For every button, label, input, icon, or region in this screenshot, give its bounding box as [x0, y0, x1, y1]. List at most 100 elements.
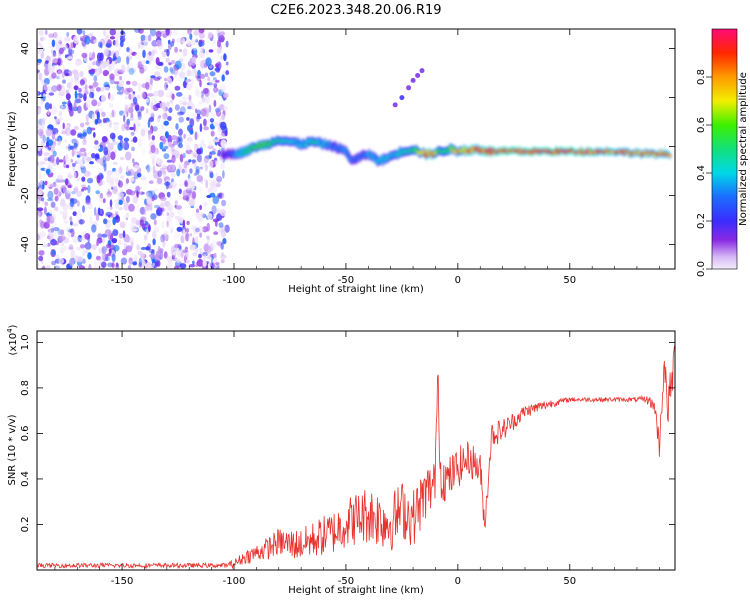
noise-blob: [222, 238, 227, 245]
noise-blob: [192, 252, 198, 257]
noise-blob: [166, 191, 171, 198]
noise-blob: [87, 65, 93, 70]
noise-blob: [51, 72, 57, 79]
noise-blob: [153, 77, 161, 81]
noise-blob: [213, 139, 220, 143]
noise-blob: [105, 43, 112, 48]
noise-blob: [65, 93, 71, 101]
noise-blob: [102, 180, 105, 185]
noise-blob: [119, 138, 124, 148]
noise-blob: [133, 123, 136, 132]
noise-blob: [174, 200, 178, 205]
noise-blob: [90, 72, 94, 77]
noise-blob: [67, 143, 71, 152]
noise-blob: [201, 96, 205, 103]
noise-blob: [166, 159, 173, 163]
noise-blob: [67, 158, 74, 167]
noise-blob: [109, 73, 115, 80]
noise-blob: [222, 170, 225, 179]
noise-blob: [93, 207, 97, 216]
noise-blob: [126, 68, 130, 72]
noise-blob: [56, 69, 63, 75]
noise-blob: [66, 82, 71, 89]
noise-blob: [149, 77, 153, 85]
noise-blob: [54, 206, 59, 212]
noise-blob: [220, 84, 227, 93]
noise-blob: [215, 262, 220, 266]
spectrogram-frame: [36, 28, 676, 270]
noise-blob: [189, 33, 193, 40]
noise-blob: [142, 261, 148, 269]
noise-blob: [37, 222, 41, 228]
noise-blob: [52, 58, 59, 66]
noise-blob: [123, 215, 129, 219]
noise-blob: [123, 137, 130, 142]
noise-blob: [182, 229, 186, 238]
noise-blob: [182, 189, 189, 198]
noise-blob: [119, 221, 126, 229]
noise-blob: [60, 246, 64, 254]
noise-blob: [168, 107, 173, 113]
noise-blob: [55, 42, 61, 52]
figure-title: C2E6.2023.348.20.06.R19: [270, 3, 441, 18]
noise-blob: [56, 57, 63, 67]
noise-blob: [41, 197, 45, 202]
noise-blob: [82, 129, 87, 138]
noise-blob: [68, 244, 74, 250]
noise-blob: [175, 123, 179, 130]
noise-blob: [95, 255, 101, 261]
noise-blob: [130, 67, 137, 73]
noise-blob: [178, 111, 185, 115]
noise-blob: [176, 168, 181, 177]
noise-blob: [165, 92, 170, 99]
y-tick-label: 1.0: [20, 334, 31, 350]
noise-blob: [43, 206, 47, 215]
noise-blob: [178, 188, 182, 195]
noise-blob: [61, 101, 67, 105]
x-tick-label: -150: [111, 576, 134, 587]
noise-blob: [215, 160, 219, 166]
noise-blob: [85, 156, 92, 162]
noise-blob: [152, 171, 155, 176]
noise-blob: [122, 230, 126, 238]
noise-blob: [163, 66, 169, 73]
noise-blob: [176, 226, 183, 232]
noise-blob: [164, 200, 171, 208]
noise-blob: [78, 219, 85, 225]
noise-blob: [147, 93, 154, 97]
noise-blob: [52, 31, 58, 39]
noise-blob: [217, 39, 221, 48]
noise-blob: [89, 91, 94, 99]
noise-blob: [103, 146, 109, 156]
noise-blob: [202, 213, 207, 218]
noise-blob: [196, 175, 203, 183]
noise-blob: [131, 80, 138, 87]
noise-blob: [126, 47, 130, 53]
noise-blob: [216, 88, 220, 92]
noise-blob: [44, 180, 48, 186]
noise-blob: [114, 211, 119, 216]
noise-blob: [142, 91, 148, 100]
noise-blob: [112, 141, 119, 146]
noise-blob: [137, 42, 141, 49]
noise-blob: [213, 159, 220, 163]
noise-blob: [225, 70, 230, 76]
noise-blob: [65, 127, 71, 136]
noise-blob: [213, 99, 217, 108]
noise-blob: [200, 59, 207, 69]
noise-blob: [145, 108, 149, 114]
noise-blob: [38, 255, 44, 262]
noise-blob: [58, 47, 64, 55]
noise-blob: [152, 165, 156, 174]
noise-blob: [59, 235, 66, 242]
noise-blob: [99, 208, 104, 217]
noise-blob: [179, 153, 184, 163]
noise-blob: [169, 211, 175, 218]
noise-blob: [74, 98, 82, 104]
noise-blob: [112, 57, 116, 62]
noise-blob: [183, 80, 187, 89]
noise-blob: [196, 154, 202, 163]
noise-blob: [148, 55, 154, 61]
noise-blob: [174, 46, 179, 53]
noise-blob: [199, 123, 203, 133]
